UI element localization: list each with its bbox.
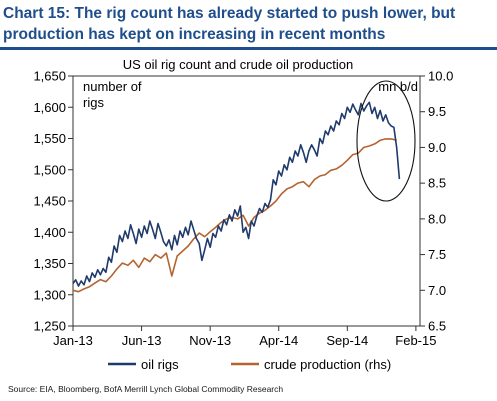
- right-axis: 6.5 7.0 7.5 8.0 8.5 9.0 9.5 10.0: [420, 69, 453, 334]
- line-chart: US oil rig count and crude oil productio…: [33, 57, 453, 372]
- x-axis: Jan-13 Jun-13 Nov-13 Apr-14 Sep-14 Feb-15: [53, 326, 436, 348]
- x-tick-label: Jun-13: [122, 333, 162, 348]
- chart-heading-line-1: Chart 15: The rig count has already star…: [3, 5, 456, 22]
- left-tick-label: 1,350: [33, 256, 66, 271]
- right-tick-label: 7.5: [428, 247, 446, 262]
- left-tick-label: 1,500: [33, 162, 66, 177]
- right-tick-label: 6.5: [428, 319, 446, 334]
- left-tick-label: 1,550: [33, 131, 66, 146]
- left-tick-label: 1,650: [33, 69, 66, 84]
- left-axis-label-line-1: number of: [83, 79, 142, 94]
- left-axis: 1,250 1,300 1,350 1,400 1,450 1,500 1,550 1,600…: [33, 69, 73, 334]
- series-line-oil-rigs: [72, 101, 401, 287]
- x-tick-label: Feb-15: [395, 333, 436, 348]
- right-tick-label: 7.0: [428, 283, 446, 298]
- right-tick-label: 9.5: [428, 104, 446, 119]
- chart-header: Chart 15: The rig count has already star…: [0, 0, 497, 50]
- right-tick-label: 8.0: [428, 211, 446, 226]
- chart-title: US oil rig count and crude oil productio…: [123, 57, 354, 72]
- legend-label-oil-rigs: oil rigs: [141, 357, 179, 372]
- source-note: Source: EIA, Bloomberg, BofA Merrill Lyn…: [8, 384, 284, 394]
- left-tick-label: 1,600: [33, 100, 66, 115]
- right-tick-label: 9.0: [428, 140, 446, 155]
- x-tick-label: Apr-14: [259, 333, 298, 348]
- right-tick-label: 8.5: [428, 176, 446, 191]
- left-tick-label: 1,450: [33, 194, 66, 209]
- x-tick-label: Jan-13: [53, 333, 93, 348]
- legend: oil rigs crude production (rhs): [108, 357, 391, 372]
- x-tick-label: Sep-14: [326, 333, 368, 348]
- legend-label-crude-production: crude production (rhs): [264, 357, 391, 372]
- left-tick-label: 1,300: [33, 287, 66, 302]
- series-line-crude-production: [72, 138, 397, 293]
- x-tick-label: Nov-13: [189, 333, 231, 348]
- chart-heading-line-2: production has kept on increasing in rec…: [3, 26, 386, 43]
- left-axis-label-line-2: rigs: [83, 95, 104, 110]
- header-rule: [0, 47, 497, 50]
- highlight-ellipse: [356, 80, 416, 202]
- right-tick-label: 10.0: [428, 69, 453, 84]
- left-tick-label: 1,250: [33, 319, 66, 334]
- left-tick-label: 1,400: [33, 225, 66, 240]
- plot-area-frame: [72, 75, 421, 327]
